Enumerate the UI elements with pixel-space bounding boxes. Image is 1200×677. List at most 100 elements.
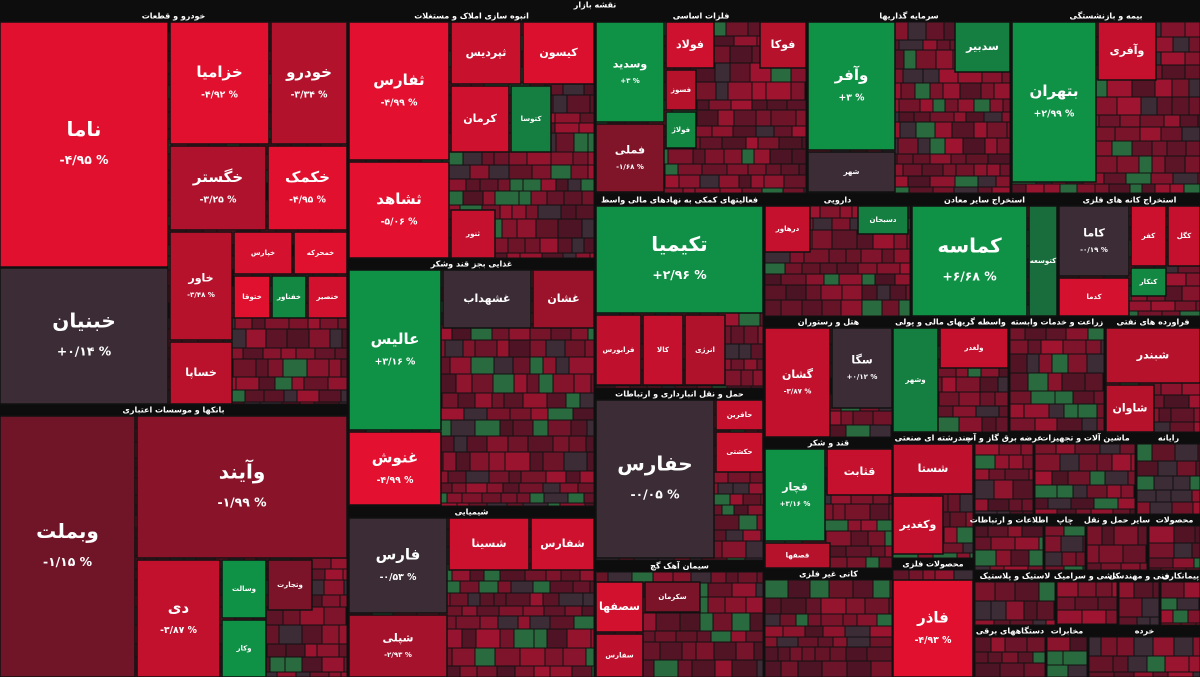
tile [348,269,442,431]
filler-cell [755,582,764,598]
filler-cell [878,556,893,569]
filler-cell [459,665,478,677]
filler-cell [545,470,567,484]
filler-cell [509,178,524,192]
filler-cell [549,665,573,677]
filler-cell [872,579,891,599]
filler-cell [564,339,586,358]
filler-cell [729,493,744,506]
sector-label: خودرو و قطعات [142,12,206,21]
filler-cell [990,600,1007,621]
filler-cell [1150,172,1174,185]
tile-name: خبنیان [52,309,116,333]
filler-cell [993,82,1011,100]
filler-cell [321,624,340,645]
filler-cell [492,373,515,394]
tile-name: تکیمیا [651,232,707,256]
tile [764,542,831,569]
filler-cell [1076,183,1096,194]
filler-cell [295,671,311,677]
filler-cell [1038,536,1044,551]
tile-name: کماسه [937,234,1002,258]
filler-cell [898,299,911,317]
tile-name: قثابت [844,465,876,478]
filler-cell [935,49,954,70]
filler-cell [1061,372,1086,392]
filler-cell [493,151,510,166]
tile-name: شبندر [1136,349,1169,362]
filler-cell [674,385,698,389]
filler-cell [444,339,464,358]
filler-cell [486,482,504,494]
tile-value: -۱/۹۹ % [217,495,267,510]
tile [1167,205,1200,267]
filler-cell [562,647,587,667]
filler-cell [718,174,740,189]
filler-cell [1009,372,1029,392]
filler-cell [585,435,595,453]
filler-cell [323,579,345,596]
filler-cell [1125,172,1152,185]
filler-cell [696,630,712,643]
filler-cell [753,148,771,165]
filler-cell [476,665,498,677]
filler-cell [894,273,911,286]
filler-cell [296,389,320,403]
filler-cell [832,503,846,521]
filler-cell [822,519,849,532]
filler-cell [1094,126,1116,142]
filler-cell [243,401,261,405]
sector: محصولات [1148,516,1200,571]
filler-cell [547,419,572,437]
filler-cell [1129,508,1136,515]
filler-cell [461,605,478,617]
filler-cell [1034,497,1049,510]
filler-cell [1074,596,1099,611]
tile [510,85,552,153]
filler-cell [1056,417,1083,432]
tile-name: قچار [781,480,808,493]
filler-cell [455,615,481,630]
tile [1011,21,1097,183]
filler-cell [889,579,893,599]
tile-name: حافرین [727,411,753,419]
filler-cell [693,81,717,101]
filler-cell [486,502,508,507]
filler-cell [500,492,518,504]
filler-cell [987,525,1009,538]
tile-name: فسوز [670,86,692,94]
filler-cell [1023,662,1046,677]
filler-cell [864,597,890,615]
filler-cell [1193,421,1200,433]
tile [233,275,271,319]
filler-cell [725,21,749,37]
filler-cell [570,164,589,180]
filler-cell [733,109,757,127]
tile-name: حکشتی [726,448,752,456]
filler-cell [1180,622,1197,626]
filler-cell [839,205,853,219]
filler-cell [905,284,911,301]
filler-cell [1138,155,1153,174]
filler-cell [583,492,595,504]
tile [348,431,442,506]
filler-cell [507,435,529,453]
filler-cell [496,339,510,358]
filler-cell [455,451,471,472]
filler-cell [1036,600,1055,621]
filler-cell [504,451,531,472]
tile-name: شاوان [1113,402,1148,415]
filler-cell [579,112,595,124]
filler-cell [466,435,488,453]
filler-cell [1161,310,1181,317]
filler-cell [681,641,697,661]
filler-cell [508,164,533,180]
filler-cell [953,186,979,194]
filler-cell [1014,536,1040,551]
filler-cell [1005,600,1025,621]
filler-cell [244,389,265,403]
filler-cell [872,410,893,426]
filler-cell [549,615,575,630]
filler-cell [1086,562,1102,571]
filler-cell [524,237,541,254]
